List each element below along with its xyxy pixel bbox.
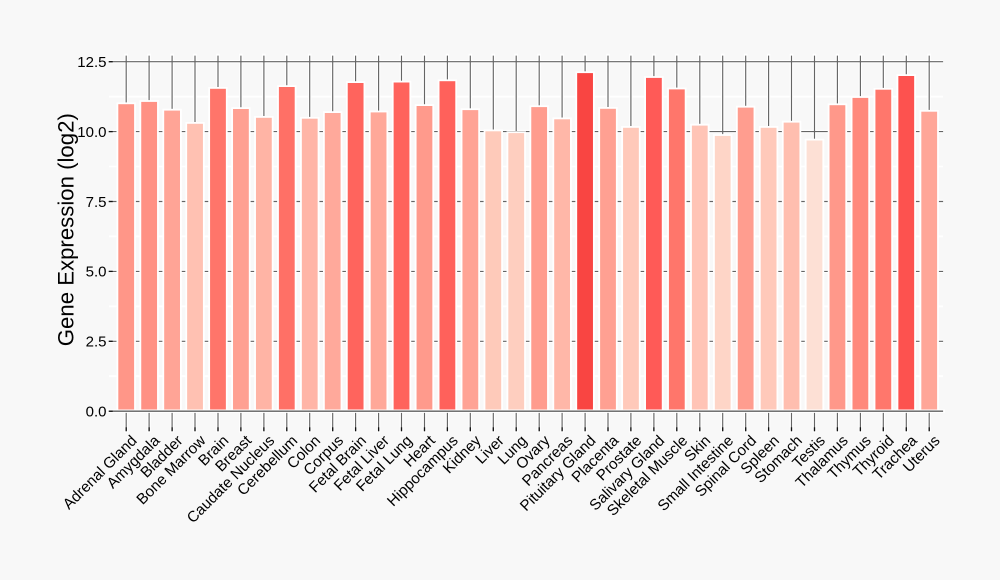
svg-text:Gene Expression (log2): Gene Expression (log2) (54, 113, 79, 346)
svg-text:0.0: 0.0 (86, 404, 107, 421)
svg-text:2.5: 2.5 (86, 334, 107, 351)
svg-text:7.5: 7.5 (86, 194, 107, 211)
svg-text:5.0: 5.0 (86, 264, 107, 281)
svg-text:10.0: 10.0 (77, 124, 106, 141)
svg-text:12.5: 12.5 (77, 54, 106, 71)
